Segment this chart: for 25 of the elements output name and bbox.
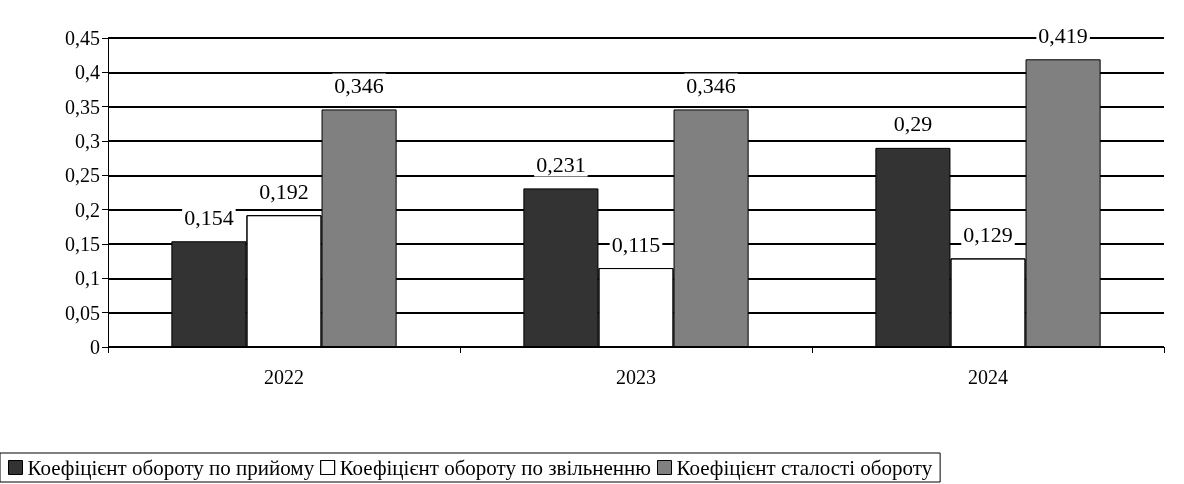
y-tick-label: 0,1	[75, 267, 100, 290]
data-label: 0,192	[259, 178, 309, 204]
x-tick-label: 2023	[616, 366, 656, 388]
data-label: 0,346	[686, 72, 736, 98]
y-tick-label: 0,25	[65, 164, 100, 187]
y-tick-label: 0,35	[65, 95, 100, 118]
y-tick-label: 0,15	[65, 233, 100, 255]
data-label: 0,115	[611, 231, 661, 257]
y-tick-label: 0	[90, 336, 100, 358]
x-tick-label: 2024	[968, 366, 1008, 388]
data-label: 0,154	[184, 204, 234, 230]
y-tick-label: 0,45	[65, 27, 100, 49]
data-label: 0,419	[1038, 22, 1088, 48]
data-label: 0,346	[334, 72, 384, 98]
y-tick-label: 0,4	[75, 61, 100, 84]
data-label: 0,129	[963, 221, 1013, 247]
y-tick-label: 0,05	[65, 301, 100, 324]
data-label: 0,231	[536, 151, 586, 177]
x-tick-label: 2022	[264, 366, 304, 388]
legend-label: Коефіцієнт обороту по прийому	[27, 455, 315, 480]
legend-label: Коефіцієнт сталості обороту	[676, 455, 933, 480]
legend-label: Коефіцієнт обороту по звільненню	[339, 455, 652, 480]
data-label: 0,29	[893, 111, 933, 137]
y-tick-label: 0,3	[75, 130, 100, 152]
y-tick-label: 0,2	[75, 198, 100, 221]
